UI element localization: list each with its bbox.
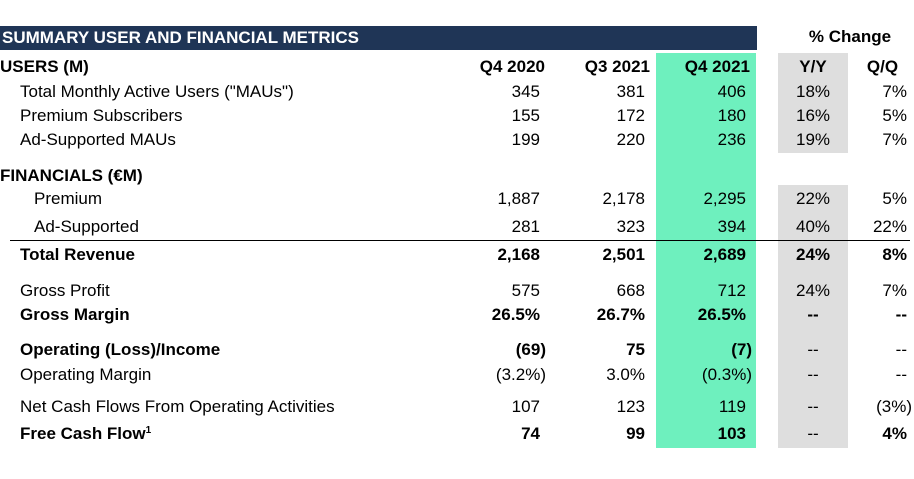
row-label: Ad-Supported MAUs — [20, 130, 176, 149]
val-q4-2020: (3.2%) — [495, 365, 546, 384]
pct-change-header: % Change — [808, 27, 892, 46]
row-label: Free Cash Flow1 — [20, 424, 151, 444]
val-qq: -- — [895, 365, 907, 384]
row-label: Operating (Loss)/Income — [20, 340, 221, 359]
val-yy: 24% — [795, 245, 831, 264]
val-qq: -- — [895, 305, 907, 324]
table-title: SUMMARY USER AND FINANCIAL METRICS — [2, 28, 360, 47]
val-yy: -- — [807, 365, 819, 384]
header-yy: Y/Y — [799, 57, 827, 76]
val-q4-2021: 712 — [717, 281, 746, 300]
val-qq: (3%) — [876, 397, 912, 416]
val-qq: 7% — [882, 130, 907, 149]
val-yy: -- — [807, 424, 819, 443]
val-q3-2021: 26.7% — [596, 305, 645, 324]
val-q4-2021: (7) — [731, 340, 752, 359]
val-qq: 4% — [882, 424, 907, 443]
val-yy: 18% — [795, 82, 831, 101]
val-q4-2020: 107 — [511, 397, 540, 416]
row-label: Total Revenue — [20, 245, 135, 264]
yy-band-users — [778, 53, 848, 153]
val-q4-2021: 406 — [717, 82, 746, 101]
header-q3-2021: Q3 2021 — [584, 57, 650, 76]
val-qq: 22% — [872, 217, 907, 236]
row-label: Net Cash Flows From Operating Activities — [20, 397, 335, 416]
val-q4-2020: 26.5% — [491, 305, 540, 324]
val-qq: 7% — [882, 281, 907, 300]
val-q4-2021: 2,689 — [703, 245, 746, 264]
val-yy: 40% — [795, 217, 831, 236]
row-label: Premium — [34, 189, 103, 208]
val-qq: -- — [895, 340, 907, 359]
row-label: Operating Margin — [20, 365, 152, 384]
yy-band-financials — [778, 185, 848, 448]
val-q4-2020: 2,168 — [497, 245, 540, 264]
val-q3-2021: 220 — [616, 130, 645, 149]
val-qq: 7% — [882, 82, 907, 101]
val-q3-2021: 381 — [616, 82, 645, 101]
val-q3-2021: 323 — [616, 217, 645, 236]
header-q4-2021: Q4 2021 — [684, 57, 750, 76]
val-q4-2020: 74 — [521, 424, 540, 443]
val-q4-2021: 119 — [718, 397, 746, 416]
val-q4-2021: 103 — [717, 424, 746, 443]
val-yy: -- — [807, 305, 819, 324]
val-q3-2021: 99 — [626, 424, 645, 443]
val-q4-2020: 575 — [511, 281, 540, 300]
total-rule — [10, 240, 910, 241]
header-financials: FINANCIALS (€M) — [0, 166, 143, 185]
row-label: Gross Profit — [20, 281, 110, 300]
val-q4-2021: 394 — [717, 217, 746, 236]
q4-2021-highlight — [656, 53, 756, 448]
val-q3-2021: 2,178 — [602, 189, 645, 208]
val-yy: 24% — [795, 281, 831, 300]
val-q4-2020: 281 — [511, 217, 540, 236]
val-qq: 8% — [882, 245, 907, 264]
val-q3-2021: 75 — [626, 340, 645, 359]
title-bar — [0, 26, 757, 50]
val-q4-2021: 26.5% — [697, 305, 746, 324]
val-yy: -- — [807, 397, 819, 416]
val-yy: -- — [807, 340, 819, 359]
val-q4-2020: (69) — [515, 340, 546, 359]
val-q3-2021: 668 — [616, 281, 645, 300]
row-label: Premium Subscribers — [20, 106, 183, 125]
val-yy: 19% — [795, 130, 831, 149]
row-label: Gross Margin — [20, 305, 130, 324]
header-q4-2020: Q4 2020 — [479, 57, 545, 76]
val-q4-2020: 345 — [511, 82, 540, 101]
footnote-marker: 1 — [145, 425, 152, 436]
header-qq: Q/Q — [866, 57, 899, 76]
val-q4-2020: 199 — [511, 130, 540, 149]
row-label-text: Free Cash Flow — [20, 424, 146, 443]
val-q4-2021: 180 — [717, 106, 746, 125]
val-q4-2021: 236 — [717, 130, 746, 149]
val-qq: 5% — [882, 189, 907, 208]
val-qq: 5% — [882, 106, 907, 125]
val-q4-2020: 1,887 — [497, 189, 540, 208]
row-label: Ad-Supported — [34, 217, 139, 236]
val-q3-2021: 172 — [616, 106, 645, 125]
val-q3-2021: 123 — [616, 397, 645, 416]
val-yy: 16% — [795, 106, 831, 125]
val-q4-2020: 155 — [511, 106, 540, 125]
row-label: Total Monthly Active Users ("MAUs") — [20, 82, 294, 101]
val-q4-2021: 2,295 — [703, 189, 746, 208]
val-q3-2021: 3.0% — [606, 365, 645, 384]
header-users: USERS (M) — [0, 57, 89, 76]
val-yy: 22% — [795, 189, 831, 208]
val-q4-2021: (0.3%) — [701, 365, 752, 384]
val-q3-2021: 2,501 — [602, 245, 645, 264]
